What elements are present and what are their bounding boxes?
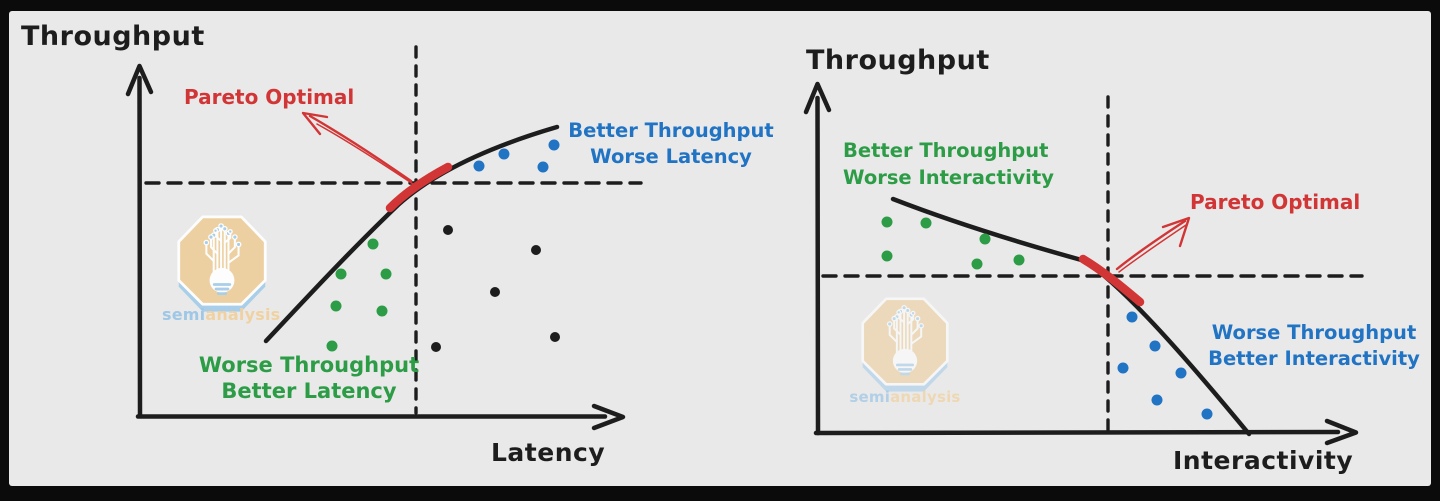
semianalysis-wordmark: semianalysis <box>162 305 280 324</box>
brand-semi: semi <box>162 305 206 324</box>
data-dot <box>550 332 560 342</box>
data-dot <box>326 340 338 352</box>
data-dot <box>376 305 388 317</box>
latency-chart <box>125 45 643 431</box>
quadrant-label-line2: Worse Latency <box>590 145 752 168</box>
data-dot <box>1175 367 1187 379</box>
data-dot <box>498 148 510 160</box>
quadrant-label-line1: Worse Throughput <box>1211 321 1417 344</box>
data-dot <box>380 268 392 280</box>
pareto-optimal-label: Pareto Optimal <box>184 85 355 109</box>
data-dot <box>473 160 485 172</box>
y-axis-label: Throughput <box>21 21 205 52</box>
quadrant-label-line2: Worse Interactivity <box>843 166 1054 189</box>
semianalysis-logo <box>861 297 949 393</box>
data-dot <box>971 258 983 270</box>
green-dots <box>326 238 392 352</box>
data-dot <box>367 238 379 250</box>
pareto-annotation-arrow <box>1115 216 1191 273</box>
quadrant-label-better-throughput-worse-latency: Better Throughput Worse Latency <box>556 118 786 170</box>
data-dot <box>490 287 500 297</box>
pareto-optimal-segment <box>1078 254 1145 307</box>
data-dot <box>537 161 549 173</box>
data-dot <box>1149 340 1161 352</box>
data-dot <box>1013 254 1025 266</box>
quadrant-label-worse-throughput-better-interactivity: Worse Throughput Better Interactivity <box>1199 320 1429 372</box>
data-dot <box>1126 311 1138 323</box>
quadrant-label-line1: Better Throughput <box>843 139 1049 162</box>
data-dot <box>1201 408 1213 420</box>
pareto-optimal-segment <box>385 162 453 213</box>
data-dot <box>881 216 893 228</box>
pareto-annotation-arrow <box>301 111 414 185</box>
data-dot <box>431 342 441 352</box>
quadrant-label-line2: Better Latency <box>221 379 397 403</box>
data-dot <box>920 217 932 229</box>
brand-analysis: analysis <box>205 305 281 324</box>
data-dot <box>330 300 342 312</box>
quadrant-label-better-throughput-worse-interactivity: Better Throughput Worse Interactivity <box>843 137 1073 191</box>
y-axis <box>815 95 821 436</box>
semianalysis-wordmark: semianalysis <box>846 388 964 406</box>
data-dot <box>1151 394 1163 406</box>
x-axis-label: Interactivity <box>1173 446 1354 475</box>
quadrant-label-worse-throughput-better-latency: Worse Throughput Better Latency <box>194 352 424 404</box>
x-axis-label: Latency <box>491 438 606 467</box>
data-dot <box>443 225 453 235</box>
data-dot <box>531 245 541 255</box>
quadrant-label-line2: Better Interactivity <box>1208 347 1420 370</box>
x-axis-arrowhead <box>1324 418 1359 446</box>
tradeoff-curve <box>263 124 560 344</box>
y-axis <box>137 75 143 419</box>
data-dot <box>881 250 893 262</box>
brand-analysis: analysis <box>890 388 961 406</box>
data-dot <box>335 268 347 280</box>
quadrant-label-line1: Better Throughput <box>568 119 774 142</box>
brand-semi: semi <box>849 388 891 406</box>
pareto-optimal-label: Pareto Optimal <box>1190 190 1361 214</box>
y-axis-arrowhead <box>125 63 154 97</box>
data-dot <box>1117 362 1129 374</box>
interactivity-chart <box>803 81 1364 446</box>
y-axis-arrowhead <box>803 81 832 115</box>
green-dots <box>881 216 1025 270</box>
quadrant-label-line1: Worse Throughput <box>198 353 420 377</box>
black-dots <box>431 225 560 352</box>
y-axis-label: Throughput <box>806 45 990 76</box>
x-axis <box>813 429 1341 436</box>
blue-dots <box>473 139 560 173</box>
x-axis-arrowhead <box>591 403 626 431</box>
data-dot <box>979 233 991 245</box>
data-dot <box>548 139 560 151</box>
blue-dots <box>1117 311 1213 420</box>
semianalysis-logo <box>177 215 267 313</box>
